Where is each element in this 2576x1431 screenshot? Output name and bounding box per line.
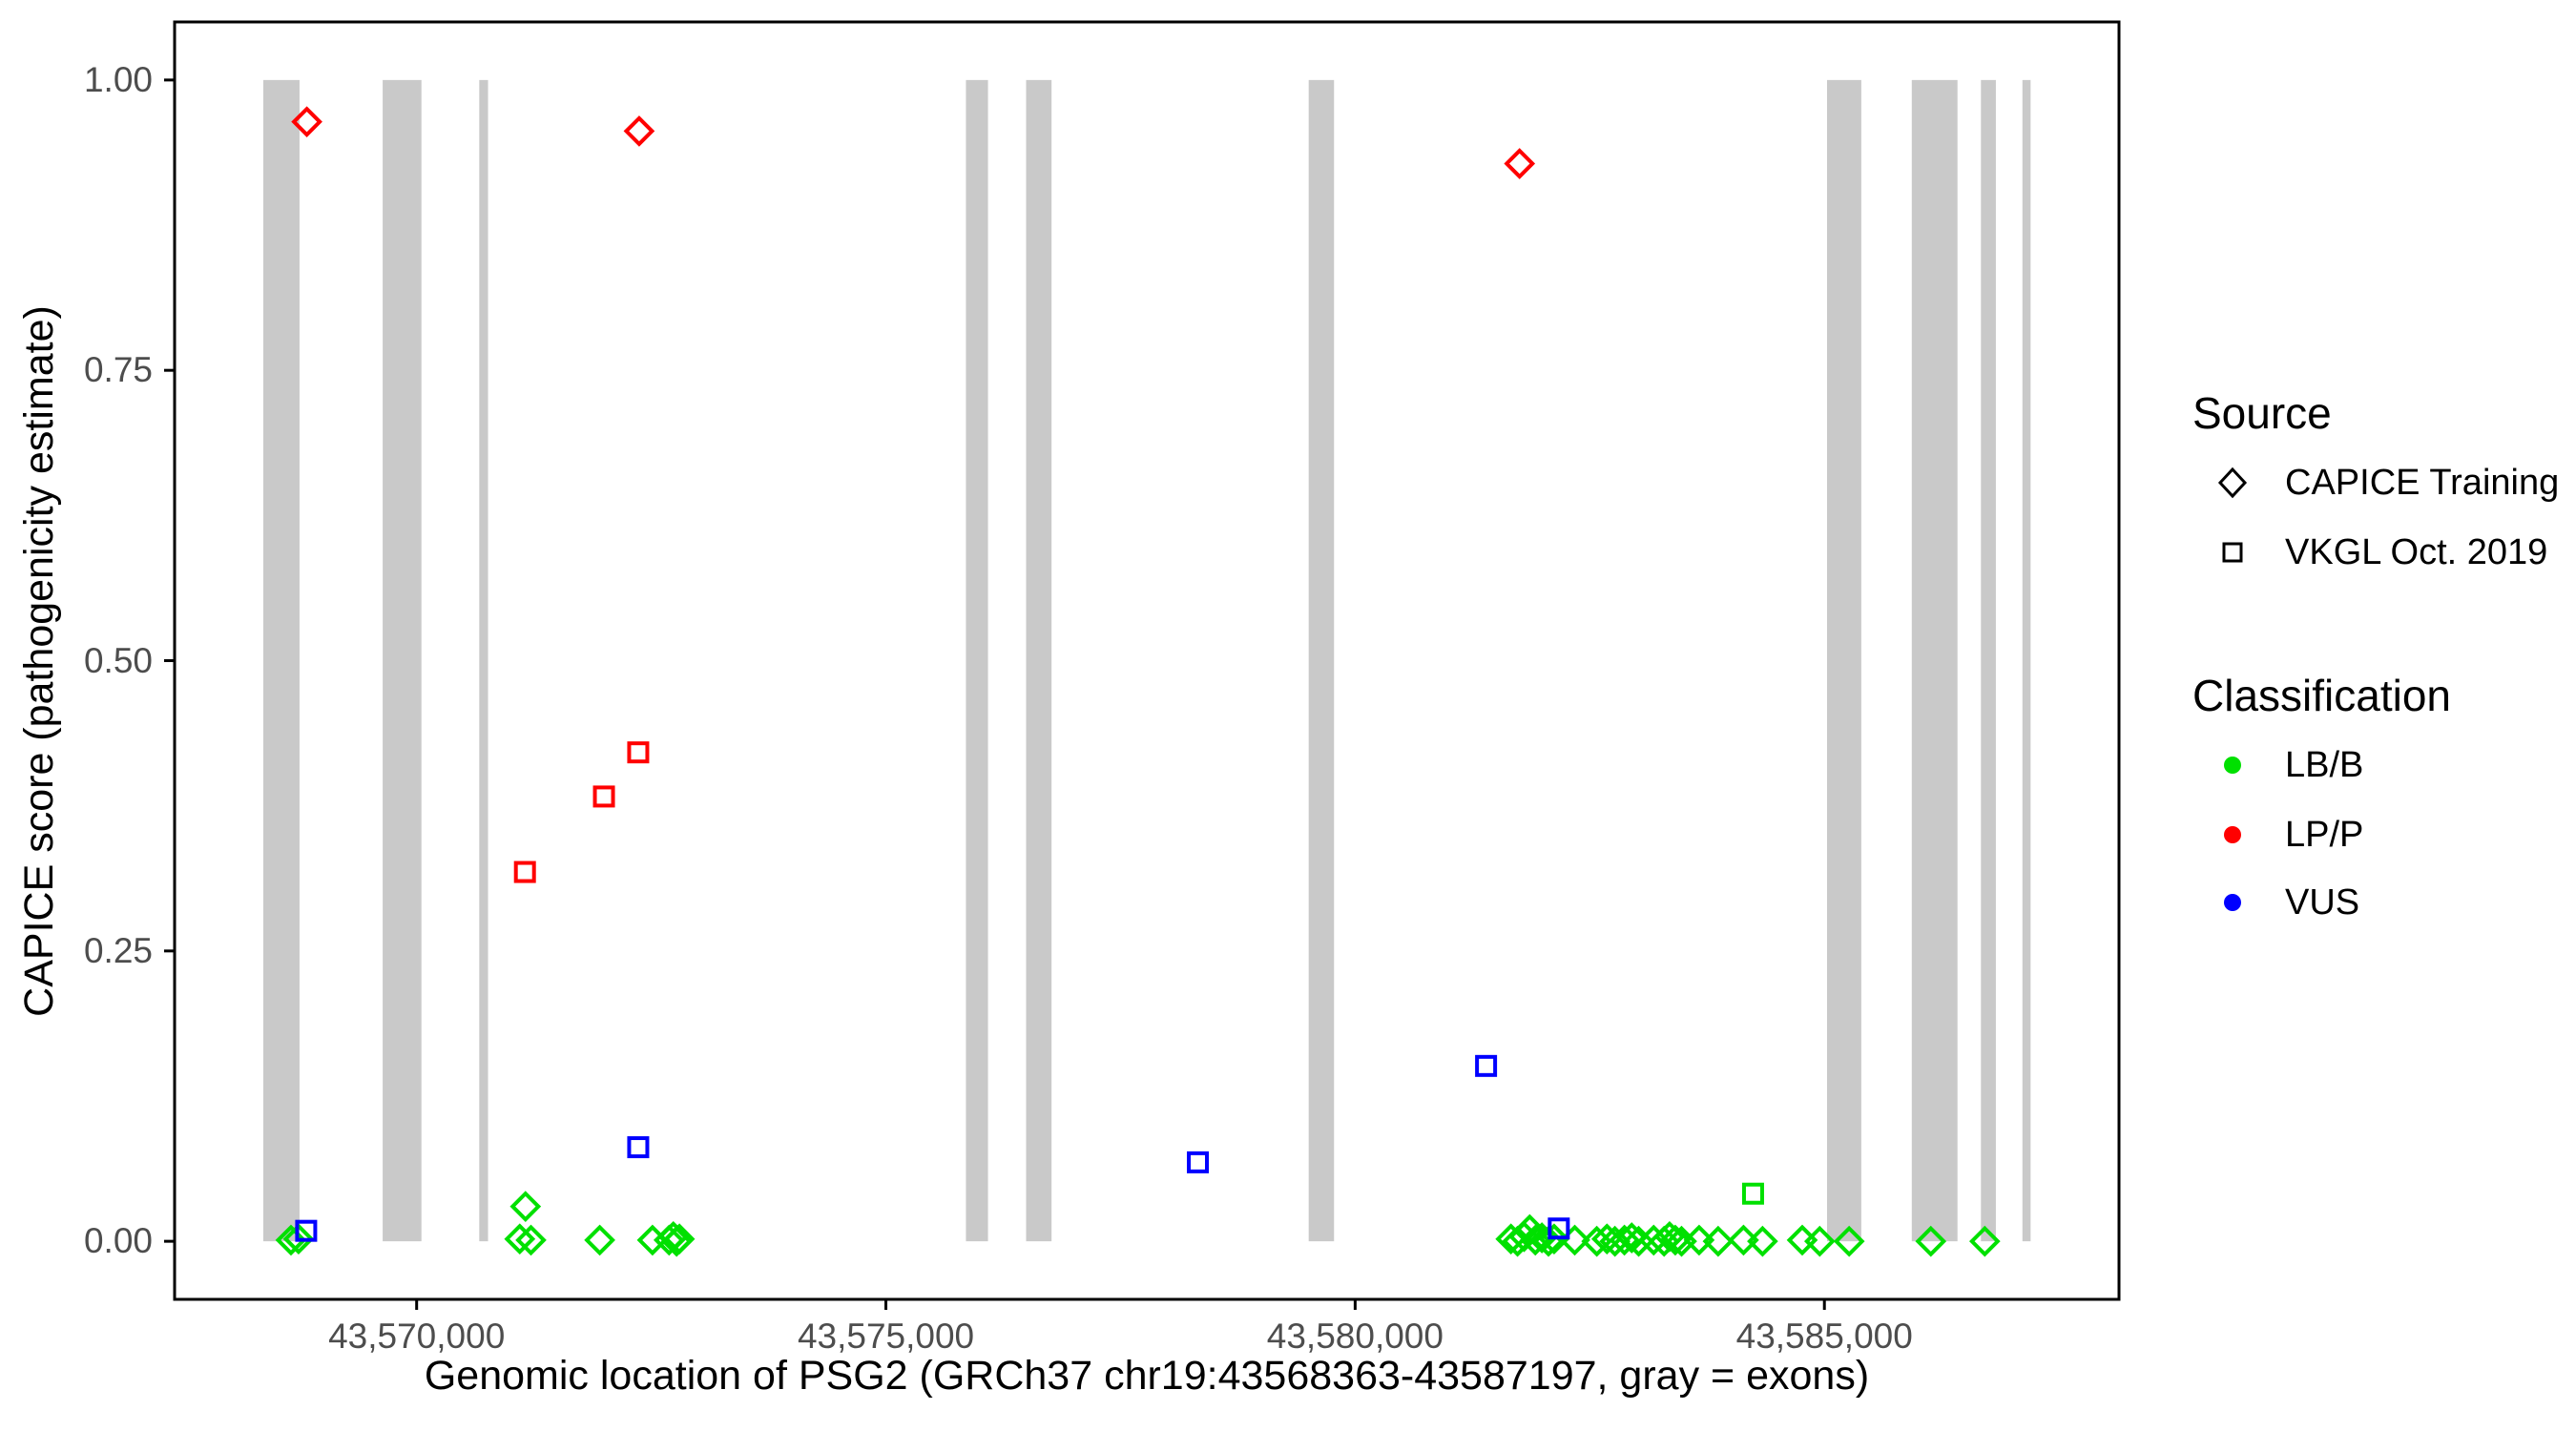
blue-dot-icon (2224, 894, 2241, 911)
exon-bar (479, 79, 488, 1242)
x-tick-label: 43,570,000 (328, 1317, 506, 1356)
data-point-diamond (504, 1223, 536, 1255)
data-point-square (1475, 1054, 1498, 1077)
legend-classification-title: Classification (2192, 671, 2451, 720)
data-point-diamond (1728, 1224, 1759, 1256)
exon-bar (1026, 79, 1052, 1242)
legend-item-label: LP/P (2285, 814, 2364, 855)
data-point-square (627, 741, 650, 764)
data-point-diamond (1786, 1224, 1818, 1256)
exon-bar (1911, 79, 1958, 1242)
legend-item-lpp: LP/P (2185, 808, 2363, 861)
exon-bar (1826, 79, 1861, 1242)
data-point-diamond (663, 1223, 696, 1255)
x-axis-title: Genomic location of PSG2 (GRCh37 chr19:4… (424, 1353, 1870, 1399)
exon-bar (2022, 79, 2031, 1242)
data-point-diamond (623, 115, 655, 147)
exon-bar (262, 79, 300, 1242)
legend-item-vus: VUS (2185, 876, 2359, 929)
green-dot-icon (2224, 757, 2241, 774)
y-tick-label: 0.00 (83, 1221, 153, 1261)
data-point-square (592, 785, 615, 808)
y-tick-label: 0.50 (83, 640, 153, 680)
legend-item-vkgl: VKGL Oct. 2019 (2185, 526, 2547, 579)
data-point-diamond (1915, 1225, 1947, 1257)
x-tick-label: 43,580,000 (1266, 1317, 1444, 1356)
data-point-square (1548, 1217, 1570, 1240)
data-point-diamond (515, 1224, 547, 1256)
data-point-square (1187, 1151, 1210, 1173)
y-tick-label: 1.00 (83, 59, 153, 99)
legend-item-label: VUS (2285, 881, 2360, 923)
data-point-diamond (1659, 1224, 1692, 1256)
data-point-diamond (1599, 1225, 1631, 1257)
legend-source-title: Source (2192, 388, 2332, 438)
legend-item-lbb: LB/B (2185, 738, 2363, 792)
data-point-diamond (1803, 1225, 1836, 1257)
exon-bar (1308, 79, 1335, 1242)
data-point-square (513, 861, 536, 883)
data-point-square (295, 1219, 318, 1242)
square-icon (2222, 542, 2243, 563)
x-tick-label: 43,575,000 (797, 1317, 975, 1356)
x-tick-label: 43,585,000 (1735, 1317, 1913, 1356)
legend-item-label: LB/B (2285, 744, 2364, 785)
data-point-diamond (1615, 1222, 1648, 1254)
data-point-diamond (282, 1223, 315, 1255)
data-point-diamond (584, 1224, 615, 1256)
diamond-icon (2217, 467, 2248, 499)
y-tick-label: 0.25 (83, 930, 153, 970)
data-point-diamond (1833, 1225, 1865, 1257)
data-point-diamond (1623, 1225, 1654, 1257)
y-tick-label: 0.75 (83, 350, 153, 390)
exon-bar (1981, 79, 1996, 1242)
data-point-square (627, 1136, 650, 1159)
exon-bar (966, 79, 988, 1242)
legend-item-capice-training: CAPICE Training (2185, 456, 2559, 509)
data-point-diamond (1637, 1224, 1670, 1256)
data-point-square (1741, 1182, 1764, 1205)
legend-item-label: CAPICE Training (2285, 462, 2560, 503)
exon-bar (383, 79, 422, 1242)
data-point-diamond (275, 1224, 307, 1256)
panel-border (173, 20, 2121, 1301)
data-point-diamond (1514, 1213, 1546, 1246)
data-point-diamond (1683, 1224, 1715, 1256)
data-point-diamond (1747, 1225, 1778, 1257)
legend-item-label: VKGL Oct. 2019 (2285, 531, 2548, 572)
data-point-diamond (291, 106, 322, 138)
data-point-diamond (1504, 148, 1536, 179)
data-point-diamond (1702, 1225, 1735, 1257)
data-point-diamond (1538, 1223, 1570, 1255)
data-point-diamond (509, 1191, 542, 1222)
data-point-diamond (1969, 1225, 2001, 1257)
red-dot-icon (2224, 826, 2241, 843)
